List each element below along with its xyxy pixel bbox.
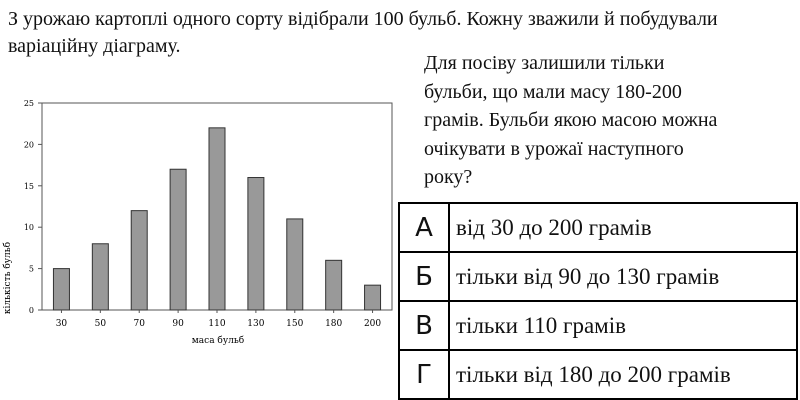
answer-text: тільки від 180 до 200 грамів xyxy=(448,349,798,400)
bar-180 xyxy=(325,259,343,311)
x-tick-label: 110 xyxy=(208,319,225,329)
x-axis-label: маса бульб xyxy=(192,335,244,346)
y-tick-label: 20 xyxy=(24,140,34,149)
y-tick-label: 15 xyxy=(24,182,34,191)
answer-letter: А xyxy=(398,202,450,253)
bar-70 xyxy=(130,210,148,311)
x-tick-label: 90 xyxy=(172,319,184,329)
x-tick-label: 50 xyxy=(95,319,107,329)
answer-letter: Б xyxy=(398,251,450,302)
y-tick-label: 25 xyxy=(24,99,34,108)
x-tick-label: 130 xyxy=(247,319,264,329)
y-tick-label: 5 xyxy=(29,265,34,274)
answer-text: від 30 до 200 грамів xyxy=(448,202,798,253)
x-tick-label: 150 xyxy=(286,319,303,329)
x-tick-label: 70 xyxy=(133,319,145,329)
bar-150 xyxy=(286,218,304,311)
task-question: Для посіву залишили тільки бульби, що ма… xyxy=(424,52,718,188)
y-tick-label: 10 xyxy=(24,223,34,232)
x-tick-label: 30 xyxy=(56,319,68,329)
answer-letter: Г xyxy=(398,349,450,400)
task-intro: З урожаю картоплі одного сорту відібрали… xyxy=(8,8,718,57)
answer-text: тільки 110 грамів xyxy=(448,300,798,351)
bar-50 xyxy=(91,243,109,311)
answer-option-b[interactable]: Б тільки від 90 до 130 грамів xyxy=(398,251,798,302)
bar-110 xyxy=(208,127,226,311)
bar-130 xyxy=(247,177,265,311)
y-tick-label: 0 xyxy=(29,306,34,315)
answer-option-v[interactable]: В тільки 110 грамів xyxy=(398,300,798,351)
answer-letter: В xyxy=(398,300,450,351)
tuber-mass-bar-chart: 0 5 10 15 20 25 30 50 70 90 110 130 150 180 200 маса б… xyxy=(2,99,393,346)
x-tick-label: 180 xyxy=(325,319,342,329)
bar-200 xyxy=(364,284,382,311)
bar-90 xyxy=(169,168,187,311)
answer-option-a[interactable]: А від 30 до 200 грамів xyxy=(398,202,798,253)
x-tick-label: 200 xyxy=(364,319,381,329)
answer-text: тільки від 90 до 130 грамів xyxy=(448,251,798,302)
answer-options-table: А від 30 до 200 грамів Б тільки від 90 д… xyxy=(398,202,798,400)
y-axis-label: кількість бульб xyxy=(2,242,13,314)
bar-30 xyxy=(52,268,70,311)
answer-option-h[interactable]: Г тільки від 180 до 200 грамів xyxy=(398,349,798,400)
